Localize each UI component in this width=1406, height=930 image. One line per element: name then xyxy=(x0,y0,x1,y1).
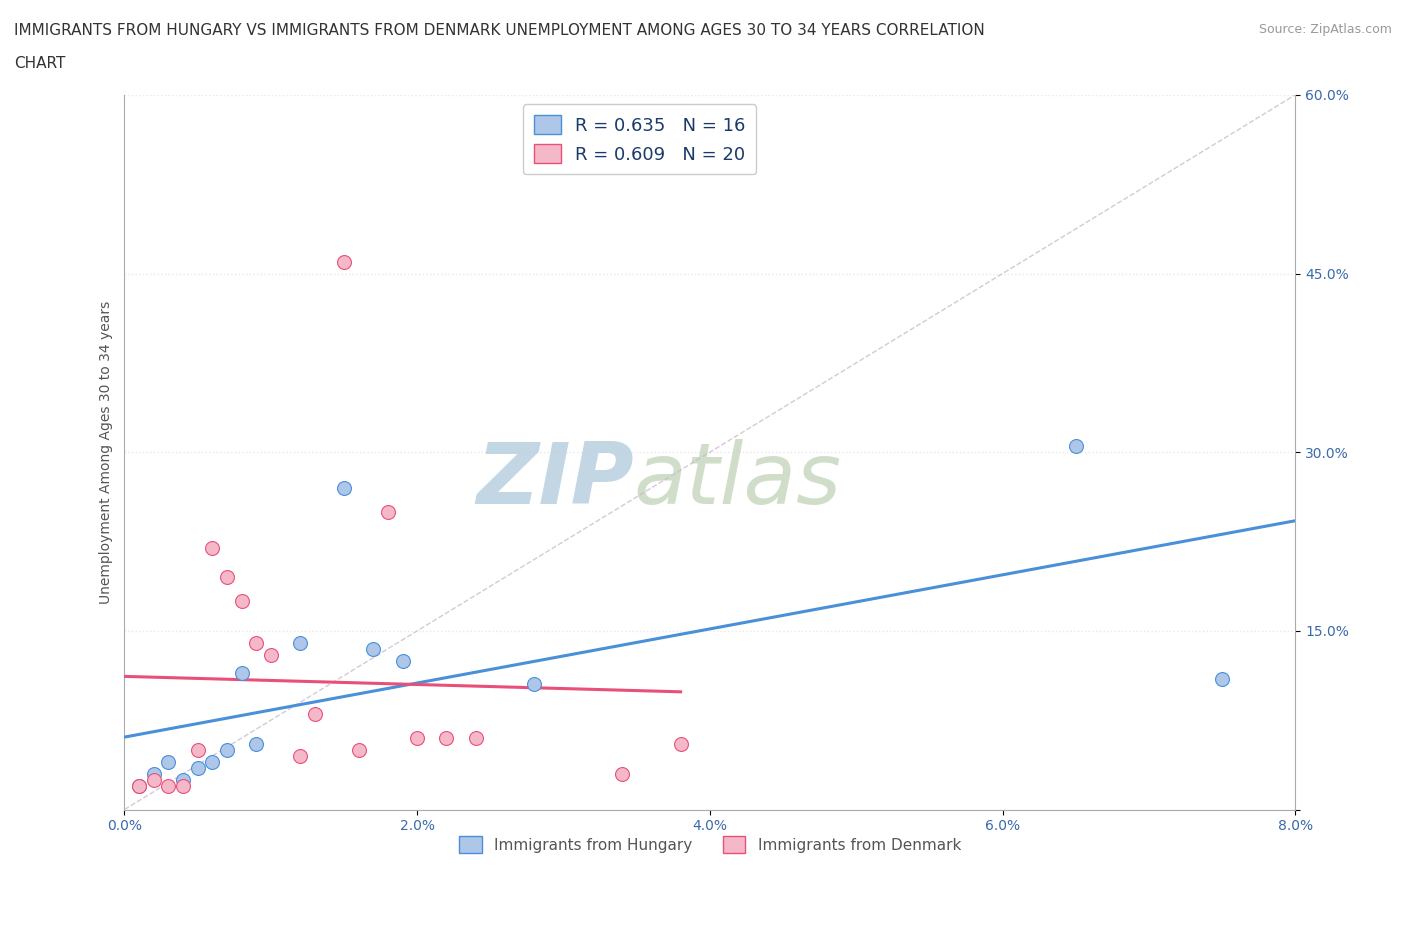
Point xyxy=(288,749,311,764)
Point xyxy=(128,778,150,793)
Point xyxy=(245,737,267,751)
Point xyxy=(347,742,370,757)
Point xyxy=(231,593,253,608)
Point xyxy=(333,481,356,496)
Point xyxy=(610,766,633,781)
Point xyxy=(406,731,429,746)
Point xyxy=(464,731,486,746)
Text: ZIP: ZIP xyxy=(477,439,634,523)
Point xyxy=(523,677,546,692)
Point xyxy=(128,778,150,793)
Point xyxy=(201,540,224,555)
Point xyxy=(215,742,238,757)
Legend: Immigrants from Hungary, Immigrants from Denmark: Immigrants from Hungary, Immigrants from… xyxy=(453,830,967,859)
Point xyxy=(187,761,209,776)
Point xyxy=(436,731,458,746)
Y-axis label: Unemployment Among Ages 30 to 34 years: Unemployment Among Ages 30 to 34 years xyxy=(100,300,114,604)
Point xyxy=(201,754,224,769)
Point xyxy=(304,707,326,722)
Text: CHART: CHART xyxy=(14,56,66,71)
Point xyxy=(157,778,180,793)
Point xyxy=(1211,671,1233,686)
Point xyxy=(187,742,209,757)
Point xyxy=(215,570,238,585)
Point xyxy=(288,635,311,650)
Text: IMMIGRANTS FROM HUNGARY VS IMMIGRANTS FROM DENMARK UNEMPLOYMENT AMONG AGES 30 TO: IMMIGRANTS FROM HUNGARY VS IMMIGRANTS FR… xyxy=(14,23,984,38)
Point xyxy=(260,647,283,662)
Point xyxy=(391,653,413,668)
Point xyxy=(157,754,180,769)
Text: Source: ZipAtlas.com: Source: ZipAtlas.com xyxy=(1258,23,1392,36)
Point xyxy=(172,772,194,787)
Point xyxy=(669,737,692,751)
Point xyxy=(172,778,194,793)
Point xyxy=(245,635,267,650)
Point xyxy=(142,766,165,781)
Point xyxy=(231,665,253,680)
Point xyxy=(142,772,165,787)
Text: atlas: atlas xyxy=(634,439,842,523)
Point xyxy=(1064,439,1087,454)
Point xyxy=(333,254,356,269)
Point xyxy=(361,642,384,657)
Point xyxy=(377,504,399,519)
